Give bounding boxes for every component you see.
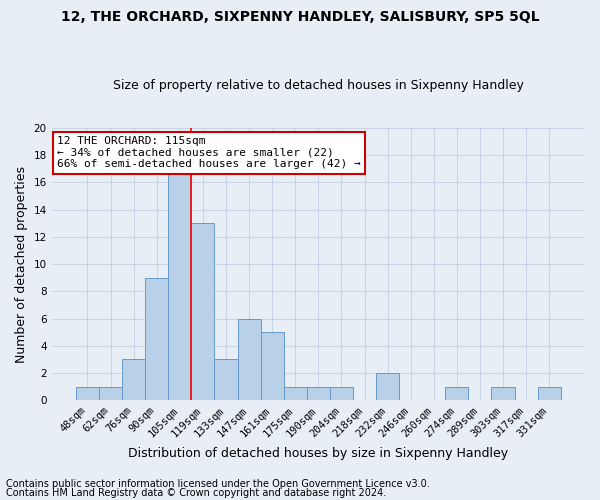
Text: Contains public sector information licensed under the Open Government Licence v3: Contains public sector information licen… [6, 479, 430, 489]
Bar [99, 386, 122, 400]
Title: Size of property relative to detached houses in Sixpenny Handley: Size of property relative to detached ho… [113, 79, 524, 92]
Bar [260, 332, 284, 400]
Bar [122, 360, 145, 400]
Text: 12 THE ORCHARD: 115sqm
← 34% of detached houses are smaller (22)
66% of semi-det: 12 THE ORCHARD: 115sqm ← 34% of detached… [57, 136, 361, 170]
Text: 12, THE ORCHARD, SIXPENNY HANDLEY, SALISBURY, SP5 5QL: 12, THE ORCHARD, SIXPENNY HANDLEY, SALIS… [61, 10, 539, 24]
Bar [376, 373, 399, 400]
Bar [445, 386, 469, 400]
Bar [76, 386, 99, 400]
Bar [307, 386, 330, 400]
Bar [191, 223, 214, 400]
Bar [330, 386, 353, 400]
Bar [284, 386, 307, 400]
Bar [538, 386, 561, 400]
Bar [145, 278, 168, 400]
X-axis label: Distribution of detached houses by size in Sixpenny Handley: Distribution of detached houses by size … [128, 447, 508, 460]
Y-axis label: Number of detached properties: Number of detached properties [15, 166, 28, 362]
Bar [168, 168, 191, 400]
Bar [238, 318, 260, 400]
Bar [491, 386, 515, 400]
Bar [214, 360, 238, 400]
Text: Contains HM Land Registry data © Crown copyright and database right 2024.: Contains HM Land Registry data © Crown c… [6, 488, 386, 498]
